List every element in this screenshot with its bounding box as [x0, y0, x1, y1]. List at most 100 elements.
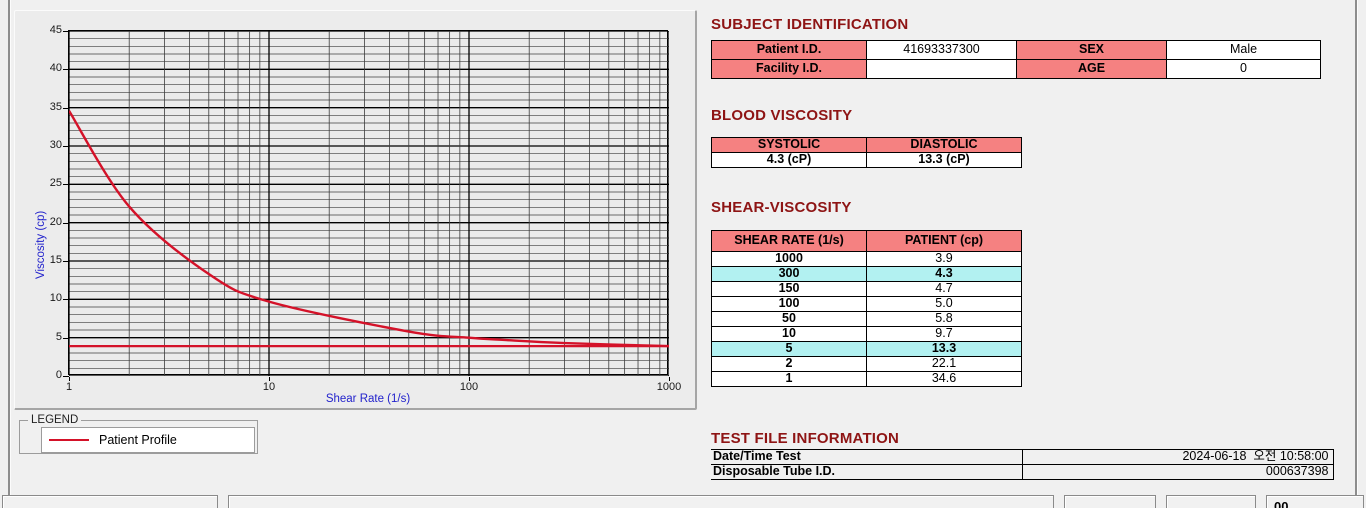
y-tick-mark [63, 337, 69, 339]
x-tick-mark [469, 377, 470, 381]
bottom-bar-segment[interactable] [1064, 495, 1156, 508]
bottom-bar-partial-text: 00 [1274, 499, 1289, 508]
y-tick-label: 25 [49, 177, 62, 190]
bottom-bar-segment[interactable] [1166, 495, 1256, 508]
patient-viscosity-cell: 5.0 [866, 296, 1022, 312]
patient-viscosity-cell: 22.1 [866, 356, 1022, 372]
legend-title: LEGEND [28, 414, 82, 426]
systolic-header: SYSTOLIC [711, 137, 867, 153]
y-tick-mark [63, 69, 69, 71]
y-tick-label: 0 [55, 369, 62, 381]
table-row: 300 4.3 [711, 266, 1022, 282]
y-tick-mark [63, 299, 69, 301]
shear-rate-cell: 300 [711, 266, 867, 282]
table-row: 50 5.8 [711, 311, 1022, 327]
shear-rate-cell: 50 [711, 311, 867, 327]
table-row: 5 13.3 [711, 341, 1022, 357]
facility-id-label: Facility I.D. [711, 59, 867, 79]
table-row: 1000 3.9 [711, 251, 1022, 267]
y-tick-mark [63, 146, 69, 147]
table-row: 150 4.7 [711, 281, 1022, 297]
chart-plot-area [69, 31, 669, 376]
window-border-left-highlight [10, 0, 11, 508]
y-tick-label: 40 [49, 62, 62, 75]
table-row: 4.3 (cP) 13.3 (cP) [711, 152, 1022, 168]
window-border-right-highlight [1357, 0, 1358, 508]
shear-rate-cell: 10 [711, 326, 867, 342]
blood-viscosity-table: SYSTOLIC DIASTOLIC 4.3 (cP) 13.3 (cP) [711, 137, 1022, 168]
patient-viscosity-cell: 9.7 [866, 326, 1022, 342]
patient-id-label: Patient I.D. [711, 40, 867, 60]
patient-viscosity-cell: 13.3 [866, 341, 1022, 357]
test-file-information-table: Date/Time Test 2024-06-18 오전 10:58:00 Di… [711, 449, 1334, 480]
shear-viscosity-chart: Viscosity (cp) Shear Rate (1/s) 0 5 10 15 20… [35, 24, 681, 405]
y-tick-label: 30 [49, 139, 62, 151]
x-tick-label: 1 [65, 381, 73, 393]
systolic-value: 4.3 (cP) [711, 152, 867, 168]
legend-list: Patient Profile [41, 427, 255, 453]
shear-rate-cell: 2 [711, 356, 867, 372]
patient-viscosity-cell: 4.7 [866, 281, 1022, 297]
y-tick-label: 10 [49, 292, 62, 305]
y-tick-mark [63, 184, 69, 186]
bottom-bar-segment[interactable] [228, 495, 1054, 508]
y-tick-label: 20 [49, 215, 62, 228]
x-tick-label: 100 [459, 381, 479, 393]
table-header-row: SHEAR RATE (1/s) PATIENT (cp) [711, 230, 1022, 252]
shear-viscosity-table: SHEAR RATE (1/s) PATIENT (cp) 1000 3.9 300… [711, 230, 1022, 387]
diastolic-header: DIASTOLIC [866, 137, 1022, 153]
x-tick-label: 1000 [656, 381, 682, 393]
x-tick-mark [669, 377, 670, 381]
legend-groupbox: LEGEND Patient Profile [19, 414, 258, 454]
blood-viscosity-heading: BLOOD VISCOSITY [711, 107, 853, 124]
bottom-bar-segment[interactable] [2, 495, 218, 508]
y-tick-label: 5 [55, 330, 62, 343]
patient-viscosity-cell: 4.3 [866, 266, 1022, 282]
patient-profile-curve [69, 110, 669, 348]
y-tick-label: 45 [49, 24, 62, 36]
subject-identification-heading: SUBJECT IDENTIFICATION [711, 16, 909, 33]
shear-rate-cell: 1 [711, 371, 867, 387]
x-tick-mark [269, 377, 270, 381]
table-row: 10 9.7 [711, 326, 1022, 342]
table-row: 2 22.1 [711, 356, 1022, 372]
disposable-tube-id-value: 000637398 [1021, 464, 1334, 480]
shear-rate-cell: 5 [711, 341, 867, 357]
table-row: 100 5.0 [711, 296, 1022, 312]
diastolic-value: 13.3 (cP) [866, 152, 1022, 168]
x-axis-label: Shear Rate (1/s) [325, 393, 411, 405]
age-value: 0 [1166, 59, 1321, 79]
bottom-bar-segment[interactable] [1266, 495, 1364, 508]
x-tick-label: 10 [262, 381, 276, 393]
x-tick-mark [69, 377, 70, 381]
y-tick-mark [63, 222, 69, 224]
shear-rate-cell: 1000 [711, 251, 867, 267]
table-row: 1 34.6 [711, 371, 1022, 387]
shear-rate-cell: 150 [711, 281, 867, 297]
date-time-test-value: 2024-06-18 오전 10:58:00 [1021, 449, 1334, 465]
table-row: Patient I.D. 41693337300 SEX Male [711, 40, 1321, 60]
table-row: SYSTOLIC DIASTOLIC [711, 137, 1022, 153]
legend-entry-label: Patient Profile [99, 433, 177, 447]
y-tick-mark [63, 107, 69, 109]
date-time-test-label: Date/Time Test [711, 449, 1023, 465]
age-label: AGE [1016, 59, 1167, 79]
sex-value: Male [1166, 40, 1321, 60]
facility-id-value [866, 59, 1017, 79]
disposable-tube-id-label: Disposable Tube I.D. [711, 464, 1023, 480]
table-row: Date/Time Test 2024-06-18 오전 10:58:00 [711, 449, 1334, 465]
y-tick-mark [63, 376, 69, 377]
patient-viscosity-cell: 34.6 [866, 371, 1022, 387]
table-row: Disposable Tube I.D. 000637398 [711, 464, 1334, 480]
subject-identification-table: Patient I.D. 41693337300 SEX Male Facili… [711, 40, 1321, 79]
shear-rate-cell: 100 [711, 296, 867, 312]
patient-column-header: PATIENT (cp) [866, 230, 1022, 252]
test-file-information-heading: TEST FILE INFORMATION [711, 430, 900, 447]
patient-viscosity-cell: 5.8 [866, 311, 1022, 327]
y-tick-label: 35 [49, 100, 62, 113]
y-tick-mark [63, 261, 69, 262]
shear-viscosity-heading: SHEAR-VISCOSITY [711, 199, 852, 216]
legend-line-sample [49, 439, 89, 441]
sex-label: SEX [1016, 40, 1167, 60]
